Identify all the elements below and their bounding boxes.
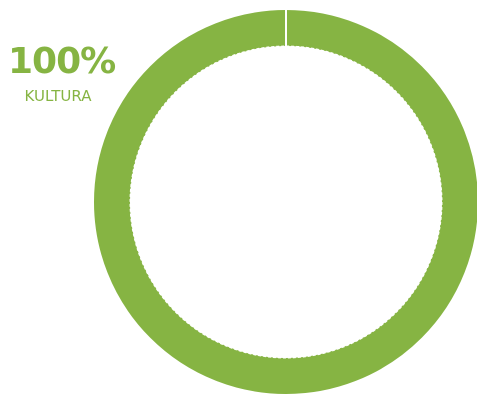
donut-slices — [94, 9, 477, 394]
donut-slice-kultura[interactable] — [94, 10, 477, 394]
legend-value-label: 100% — [8, 41, 116, 82]
chart-legend: 100% KULTURA — [8, 40, 116, 106]
legend-category-label: KULTURA — [24, 87, 92, 105]
donut-slice-kultura-inner-edge — [129, 45, 443, 359]
